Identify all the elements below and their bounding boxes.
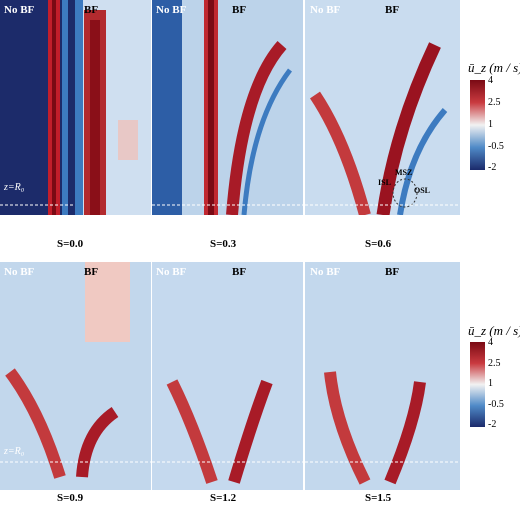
cb1-tick-m2: -2 — [488, 162, 497, 173]
label-bf-3: BF — [385, 4, 400, 16]
swirl-label-0: S=0.0 — [57, 238, 84, 250]
colorbar-2 — [470, 342, 485, 427]
label-bf-6: BF — [385, 266, 400, 278]
colorbar-title-2: ū_z (m / s) — [468, 323, 520, 338]
cb2-tick-m2: -2 — [488, 419, 497, 430]
contour-s06 — [305, 0, 460, 215]
cb2-tick-1: 1 — [488, 378, 493, 389]
swirl-label-5: S=1.5 — [365, 492, 392, 504]
contour-s15 — [305, 262, 460, 490]
cb2-tick-m05: -0.5 — [488, 399, 504, 410]
colorbar-1 — [470, 80, 485, 170]
label-bf-4: BF — [84, 266, 99, 278]
cb1-tick-m05: -0.5 — [488, 141, 504, 152]
panel-s15 — [305, 262, 460, 490]
panel-s00 — [0, 0, 151, 215]
swirl-label-3: S=0.9 — [57, 492, 84, 504]
colorbar-title-1: ū_z (m / s) — [468, 60, 520, 75]
contour-s00 — [0, 0, 151, 215]
cb1-tick-25: 2.5 — [488, 97, 501, 108]
panel-s06 — [305, 0, 460, 215]
label-nobf-4: No BF — [4, 266, 35, 278]
z-ref-2: z=R₀ — [4, 446, 25, 457]
label-nobf-3: No BF — [310, 4, 341, 16]
panel-s09 — [0, 262, 151, 490]
label-nobf-2: No BF — [156, 4, 187, 16]
swirl-label-2: S=0.6 — [365, 238, 392, 250]
cb2-tick-25: 2.5 — [488, 358, 501, 369]
label-bf-5: BF — [232, 266, 247, 278]
annotation-msz: MSZ — [395, 168, 413, 177]
z-ref-1: z=R₀ — [4, 182, 25, 193]
panel-s12 — [152, 262, 303, 490]
cb1-tick-4: 4 — [488, 75, 493, 86]
label-nobf-1: No BF — [4, 4, 35, 16]
annotation-osl: OSL — [414, 186, 431, 195]
label-bf-1: BF — [84, 4, 99, 16]
cb1-tick-1: 1 — [488, 119, 493, 130]
contour-s03 — [152, 0, 303, 215]
cb2-tick-4: 4 — [488, 337, 493, 348]
label-bf-2: BF — [232, 4, 247, 16]
contour-s09 — [0, 262, 151, 490]
label-nobf-6: No BF — [310, 266, 341, 278]
contour-s12 — [152, 262, 303, 490]
swirl-label-1: S=0.3 — [210, 238, 237, 250]
swirl-label-4: S=1.2 — [210, 492, 237, 504]
panel-s03 — [152, 0, 303, 215]
annotation-isl: ISL — [378, 178, 391, 187]
label-nobf-5: No BF — [156, 266, 187, 278]
